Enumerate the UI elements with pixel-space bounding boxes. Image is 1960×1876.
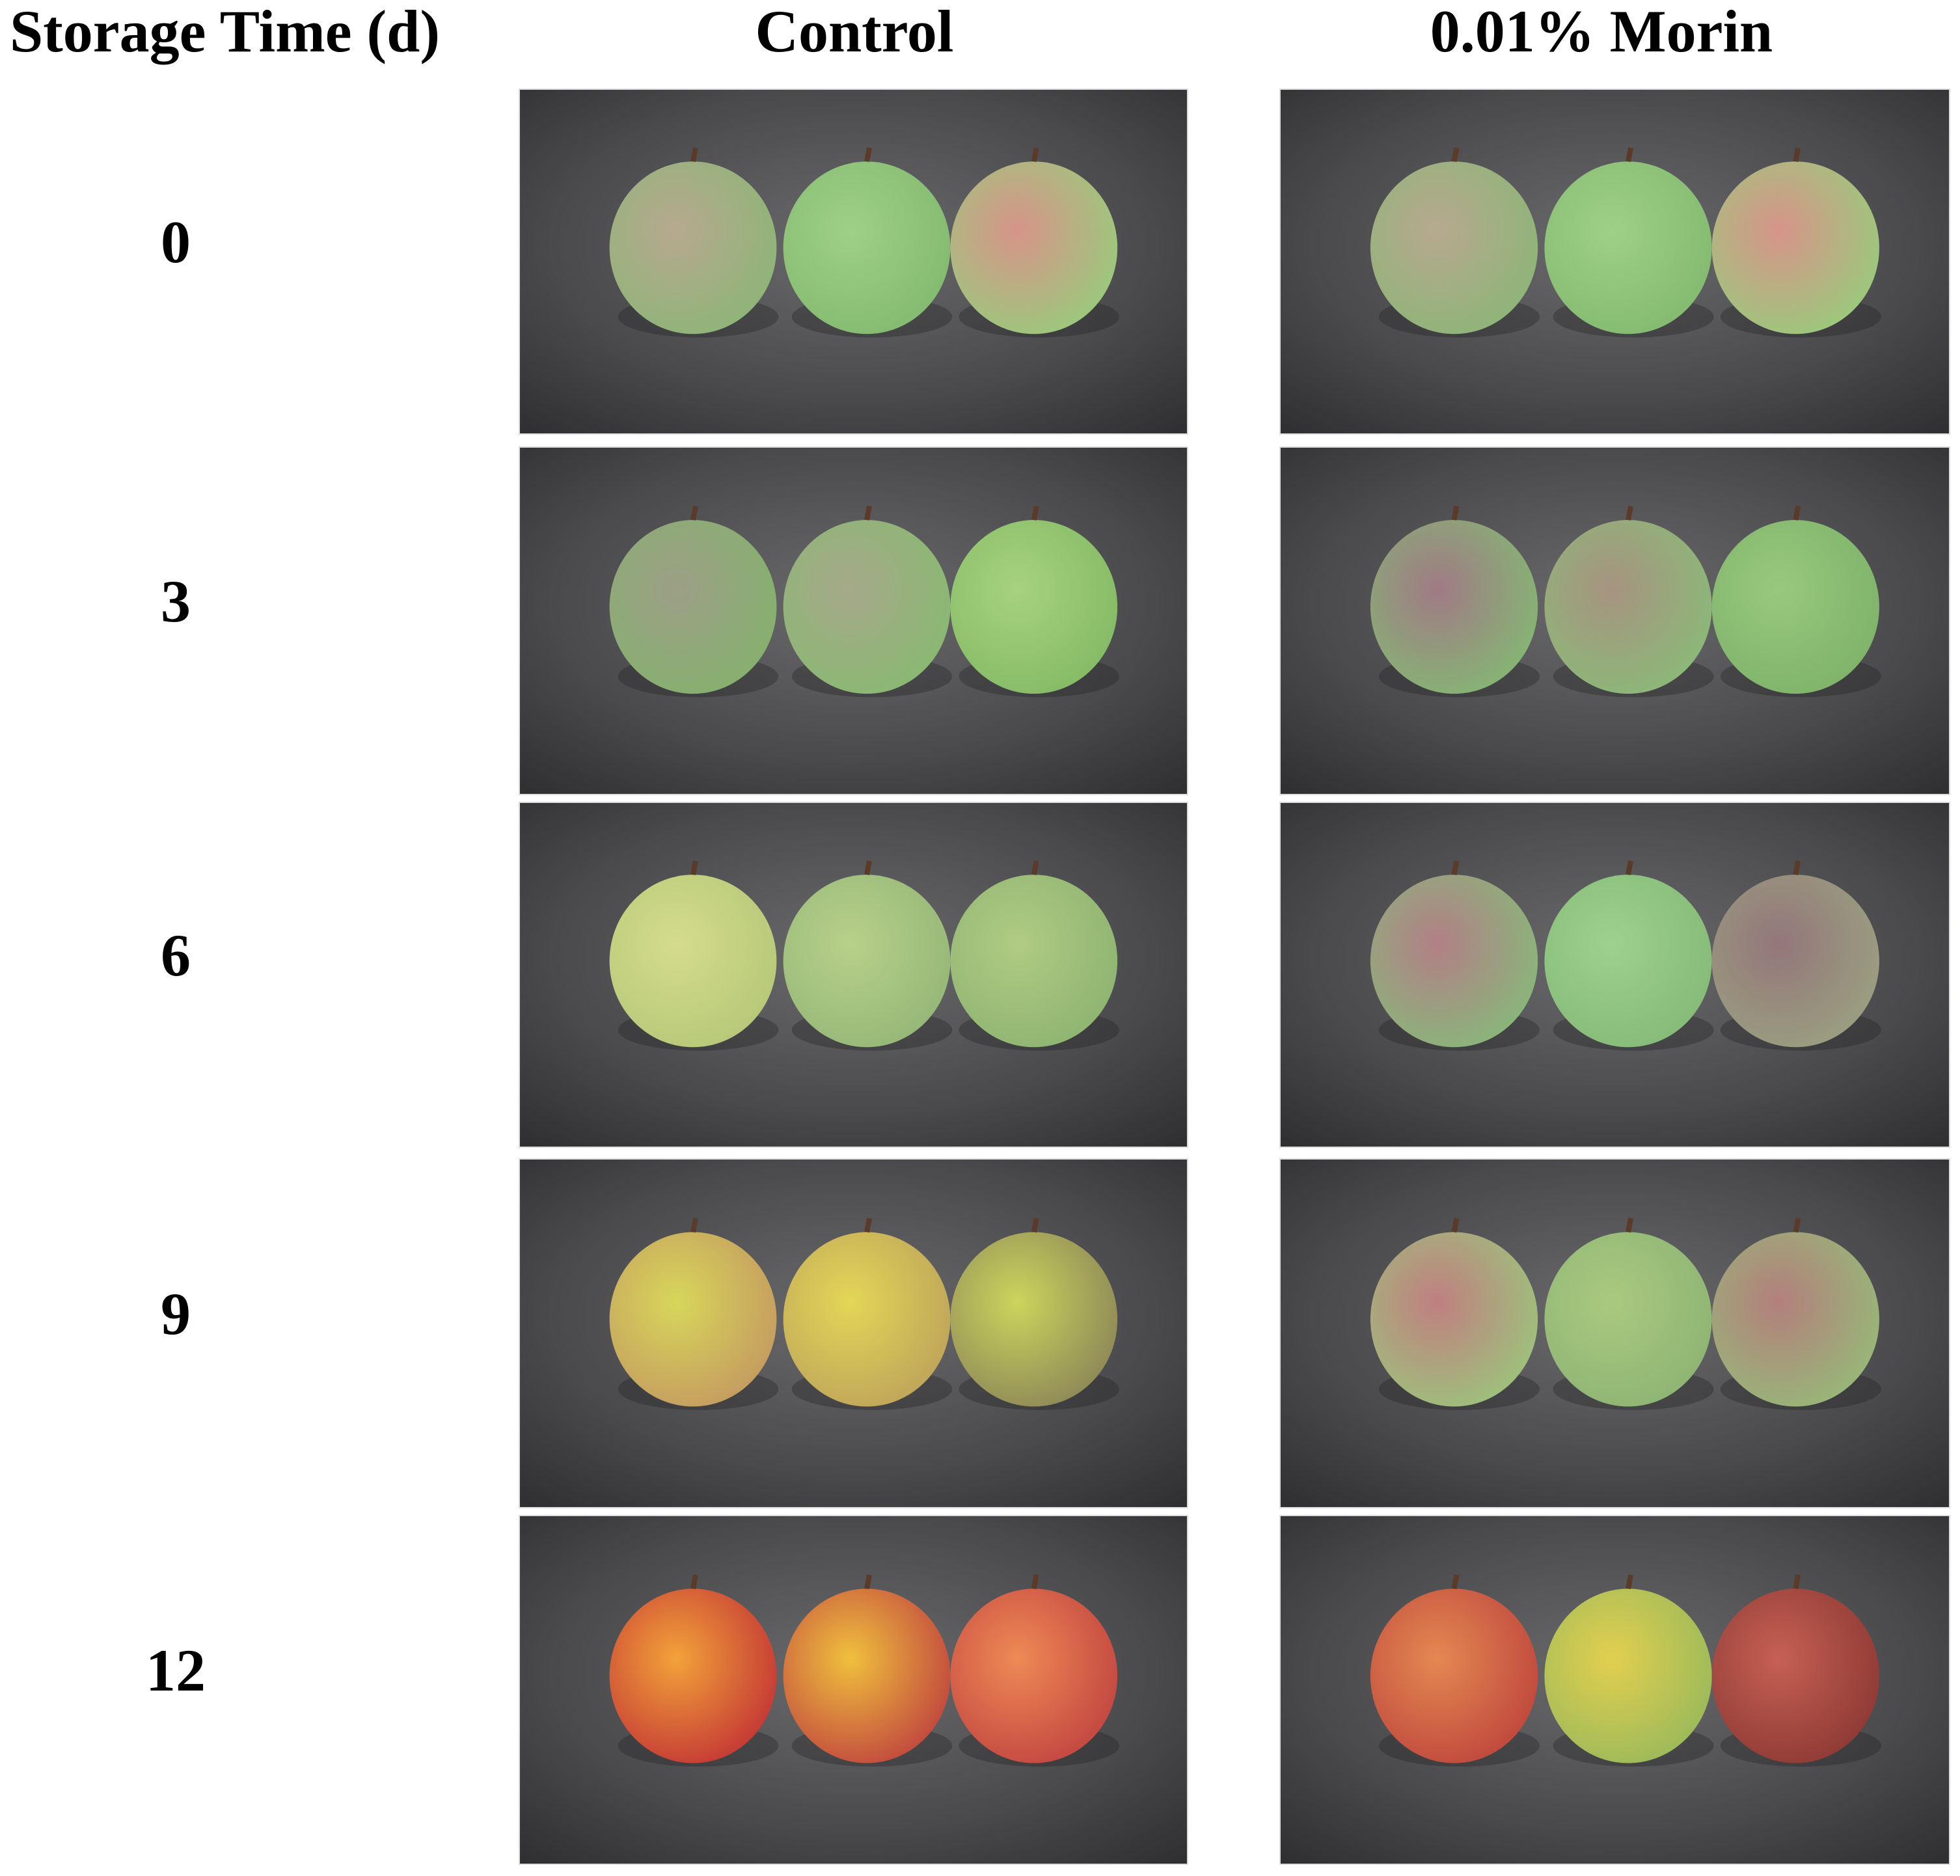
stem (1031, 506, 1039, 521)
stem (1031, 860, 1039, 876)
stem (1031, 1574, 1039, 1590)
mango (1711, 1588, 1879, 1763)
mango (609, 520, 777, 694)
stem (864, 1217, 872, 1233)
mango (1370, 520, 1538, 694)
stem (1451, 860, 1460, 876)
mango (1370, 875, 1538, 1048)
mango (1544, 161, 1712, 334)
mango (1370, 1588, 1538, 1763)
mango (783, 1232, 951, 1407)
photo (519, 1158, 1188, 1508)
photo (1279, 446, 1950, 795)
mango (1544, 875, 1712, 1048)
stem (690, 1217, 698, 1233)
stem (1626, 506, 1634, 521)
mango (950, 1232, 1118, 1407)
mango (1711, 1232, 1879, 1407)
stem (1626, 860, 1634, 876)
photo (519, 446, 1188, 795)
stem (1031, 1217, 1039, 1233)
stem (1793, 147, 1801, 163)
photo (1279, 1158, 1950, 1508)
photo (519, 1515, 1188, 1865)
photo (519, 88, 1188, 435)
photo (519, 802, 1188, 1148)
stem (1793, 1574, 1801, 1590)
stem (1626, 1217, 1634, 1233)
stem (864, 1574, 872, 1590)
mango (609, 1232, 777, 1407)
stem (1451, 506, 1460, 521)
mango (1711, 520, 1879, 694)
mango (783, 875, 951, 1048)
mango (1711, 875, 1879, 1048)
stem (1626, 147, 1634, 163)
stem (1793, 506, 1801, 521)
column-title: 0.01% Morin (1430, 0, 1773, 64)
mango (783, 1588, 951, 1763)
stem (1031, 147, 1039, 163)
mango (609, 161, 777, 334)
stem (864, 147, 872, 163)
mango (609, 1588, 777, 1763)
stem (1626, 1574, 1634, 1590)
row-label: 3 (161, 568, 191, 634)
mango (950, 875, 1118, 1048)
row-label-title: Storage Time (d) (10, 0, 440, 64)
mango (1711, 161, 1879, 334)
mango (1370, 1232, 1538, 1407)
photo (1279, 1515, 1950, 1865)
mango (950, 1588, 1118, 1763)
mango (783, 520, 951, 694)
stem (1451, 1574, 1460, 1590)
row-label: 0 (161, 209, 191, 275)
stem (690, 860, 698, 876)
mango (783, 161, 951, 334)
stem (864, 860, 872, 876)
mango (1370, 161, 1538, 334)
row-label: 6 (161, 922, 191, 988)
stem (1451, 1217, 1460, 1233)
column-title: Control (755, 0, 954, 64)
stem (1793, 1217, 1801, 1233)
mango (950, 520, 1118, 694)
stem (690, 147, 698, 163)
row-label: 9 (161, 1281, 191, 1347)
mango (950, 161, 1118, 334)
mango (1544, 1588, 1712, 1763)
stem (690, 506, 698, 521)
stem (1793, 860, 1801, 876)
stem (864, 506, 872, 521)
photo (1279, 802, 1950, 1148)
mango (1544, 520, 1712, 694)
mango (1544, 1232, 1712, 1407)
mango (609, 875, 777, 1048)
stem (690, 1574, 698, 1590)
photo (1279, 88, 1950, 435)
row-label: 12 (146, 1637, 206, 1704)
stem (1451, 147, 1460, 163)
